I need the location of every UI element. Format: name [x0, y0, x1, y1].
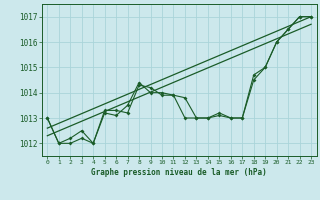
X-axis label: Graphe pression niveau de la mer (hPa): Graphe pression niveau de la mer (hPa) — [91, 168, 267, 177]
